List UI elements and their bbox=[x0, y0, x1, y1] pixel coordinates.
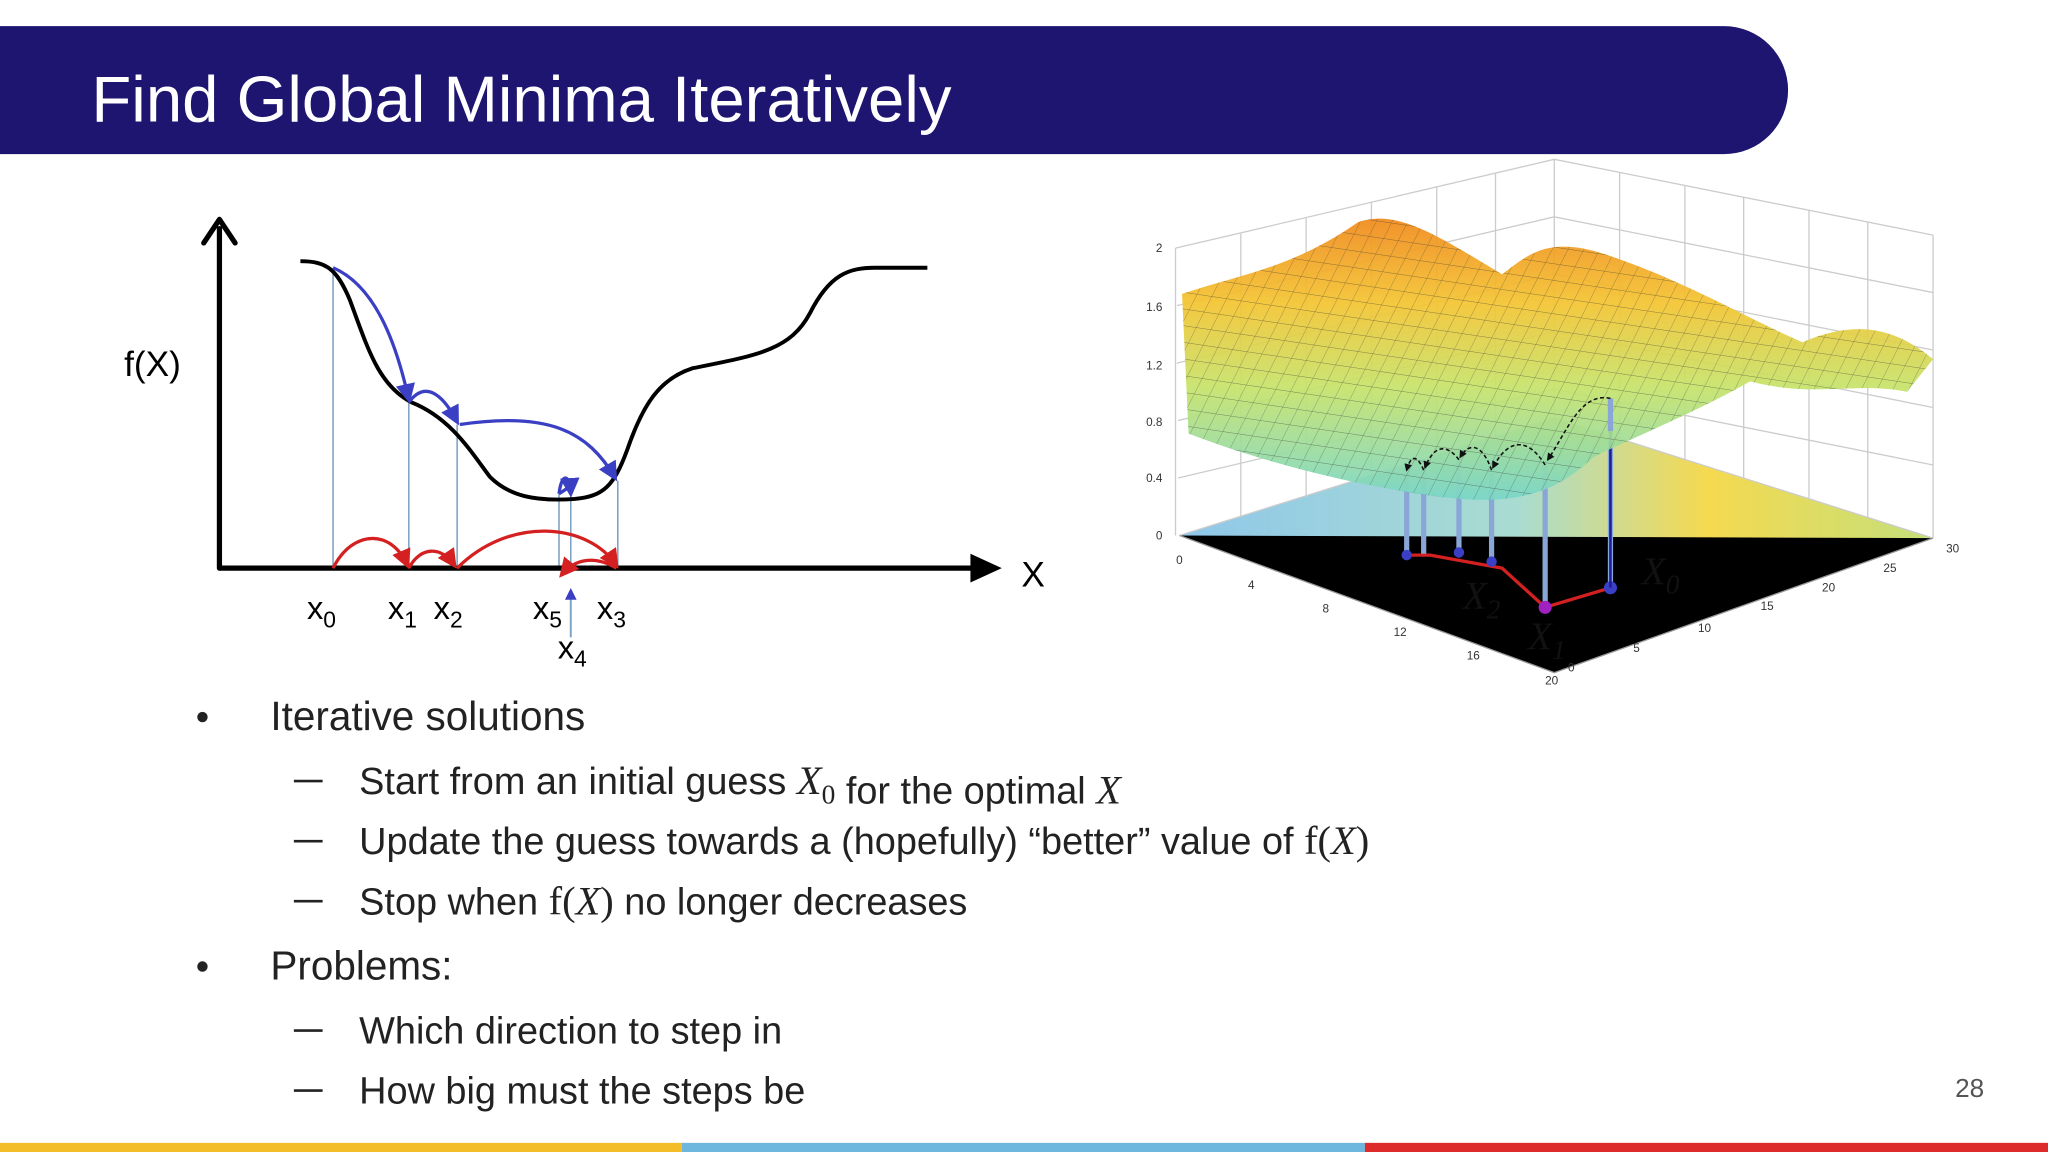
bullet-text: Iterative solutions bbox=[270, 693, 585, 739]
z-tick-label: 1.2 bbox=[1146, 360, 1162, 373]
label-name: x bbox=[307, 589, 323, 626]
label-name: x bbox=[558, 628, 574, 665]
label-name: x bbox=[434, 589, 450, 626]
bullet-text: Problems: bbox=[270, 943, 452, 989]
sub-bullet-text: Which direction to step in bbox=[359, 1011, 782, 1053]
x-tick-label: 4 bbox=[1248, 579, 1255, 592]
slide-title: Find Global Minima Iteratively bbox=[91, 62, 951, 135]
y-tick-label: 5 bbox=[1633, 642, 1640, 655]
text-run: Which direction to step in bbox=[359, 1011, 782, 1053]
label: x3 bbox=[597, 589, 626, 632]
header-bar bbox=[0, 26, 1789, 155]
label-subscript: 1 bbox=[404, 606, 417, 632]
label-name: X bbox=[1461, 575, 1489, 618]
label-subscript: 4 bbox=[574, 645, 587, 671]
text-run: f( bbox=[1304, 818, 1331, 863]
text-run: Stop when bbox=[359, 881, 548, 923]
label: X0 bbox=[1640, 550, 1680, 600]
sub-bullet-text: Update the guess towards a (hopefully) “… bbox=[359, 818, 1369, 863]
sub-bullet-text: Start from an initial guess X0 for the o… bbox=[359, 758, 1123, 812]
label-subscript: 0 bbox=[1666, 570, 1680, 600]
math-var: X bbox=[1094, 767, 1123, 812]
label: x0 bbox=[307, 589, 336, 632]
z-tick-label: 0.8 bbox=[1146, 416, 1163, 429]
x-tick-label: 16 bbox=[1467, 650, 1481, 663]
label-subscript: 1 bbox=[1552, 635, 1566, 665]
label-subscript: 5 bbox=[549, 606, 562, 632]
math-var: X bbox=[795, 758, 824, 803]
sub-bullet-text: Stop when f(X) no longer decreases bbox=[359, 878, 967, 923]
footer-strip bbox=[1364, 1142, 2048, 1152]
x-tick-label: 0 bbox=[1176, 554, 1183, 567]
z-tick-label: 0 bbox=[1156, 529, 1163, 542]
footer-strip bbox=[681, 1142, 1365, 1152]
math-var: X bbox=[1329, 818, 1358, 863]
label-name: x bbox=[597, 589, 613, 626]
label: X2 bbox=[1461, 575, 1501, 625]
bullet-marker bbox=[197, 711, 208, 723]
math-var: X bbox=[574, 878, 603, 923]
y-tick-label: 15 bbox=[1761, 600, 1775, 613]
x-tick-label: 8 bbox=[1322, 603, 1329, 616]
footer-strip bbox=[0, 1142, 682, 1152]
label: x5 bbox=[533, 589, 562, 632]
y-tick-label: 20 bbox=[1822, 582, 1836, 595]
z-tick-label: 2 bbox=[1156, 242, 1163, 255]
label-name: X bbox=[1526, 615, 1554, 658]
label: x2 bbox=[434, 589, 463, 632]
surface-labels: 21.61.20.80.40048121620051015202530X0X1X… bbox=[1146, 242, 1960, 687]
math-subscript: 0 bbox=[822, 779, 836, 809]
z-tick-label: 0.4 bbox=[1146, 472, 1163, 485]
x-axis-label: X bbox=[1021, 555, 1045, 594]
curve-diagram bbox=[201, 216, 1002, 638]
z-tick-label: 1.6 bbox=[1146, 301, 1163, 314]
text-run: f( bbox=[549, 878, 576, 923]
text-run: no longer decreases bbox=[614, 881, 968, 923]
label-name: x bbox=[533, 589, 549, 626]
text-run: ) bbox=[1356, 818, 1369, 863]
label-subscript: 2 bbox=[1487, 594, 1501, 624]
text-run: ) bbox=[600, 878, 613, 923]
text-run: Update the guess towards a (hopefully) “… bbox=[359, 821, 1304, 863]
y-tick-label: 25 bbox=[1883, 562, 1897, 575]
text-run: Start from an initial guess bbox=[359, 761, 797, 803]
text-run: for the optimal bbox=[835, 770, 1096, 812]
label-subscript: 0 bbox=[323, 606, 336, 632]
bullet-list: Iterative solutions Start from an initial… bbox=[197, 693, 1369, 1113]
label: X1 bbox=[1526, 615, 1566, 665]
bullet-marker bbox=[197, 961, 208, 972]
label-name: x bbox=[388, 589, 404, 626]
text-run: How big must the steps be bbox=[359, 1071, 805, 1113]
x-tick-label: 12 bbox=[1394, 626, 1407, 639]
label-subscript: 3 bbox=[613, 606, 626, 632]
y-axis-label: f(X) bbox=[124, 345, 181, 384]
label: x4 bbox=[558, 628, 587, 671]
y-tick-label: 10 bbox=[1698, 622, 1712, 635]
label-name: X bbox=[1640, 550, 1668, 593]
y-tick-label: 30 bbox=[1946, 542, 1960, 555]
surface-plot bbox=[1174, 158, 1934, 674]
sub-bullet-text: How big must the steps be bbox=[359, 1071, 805, 1113]
label: x1 bbox=[388, 589, 417, 632]
label-subscript: 2 bbox=[450, 606, 463, 632]
x-tick-label: 20 bbox=[1545, 674, 1559, 687]
y-tick-label: 0 bbox=[1568, 661, 1575, 674]
page-number: 28 bbox=[1955, 1073, 1984, 1103]
